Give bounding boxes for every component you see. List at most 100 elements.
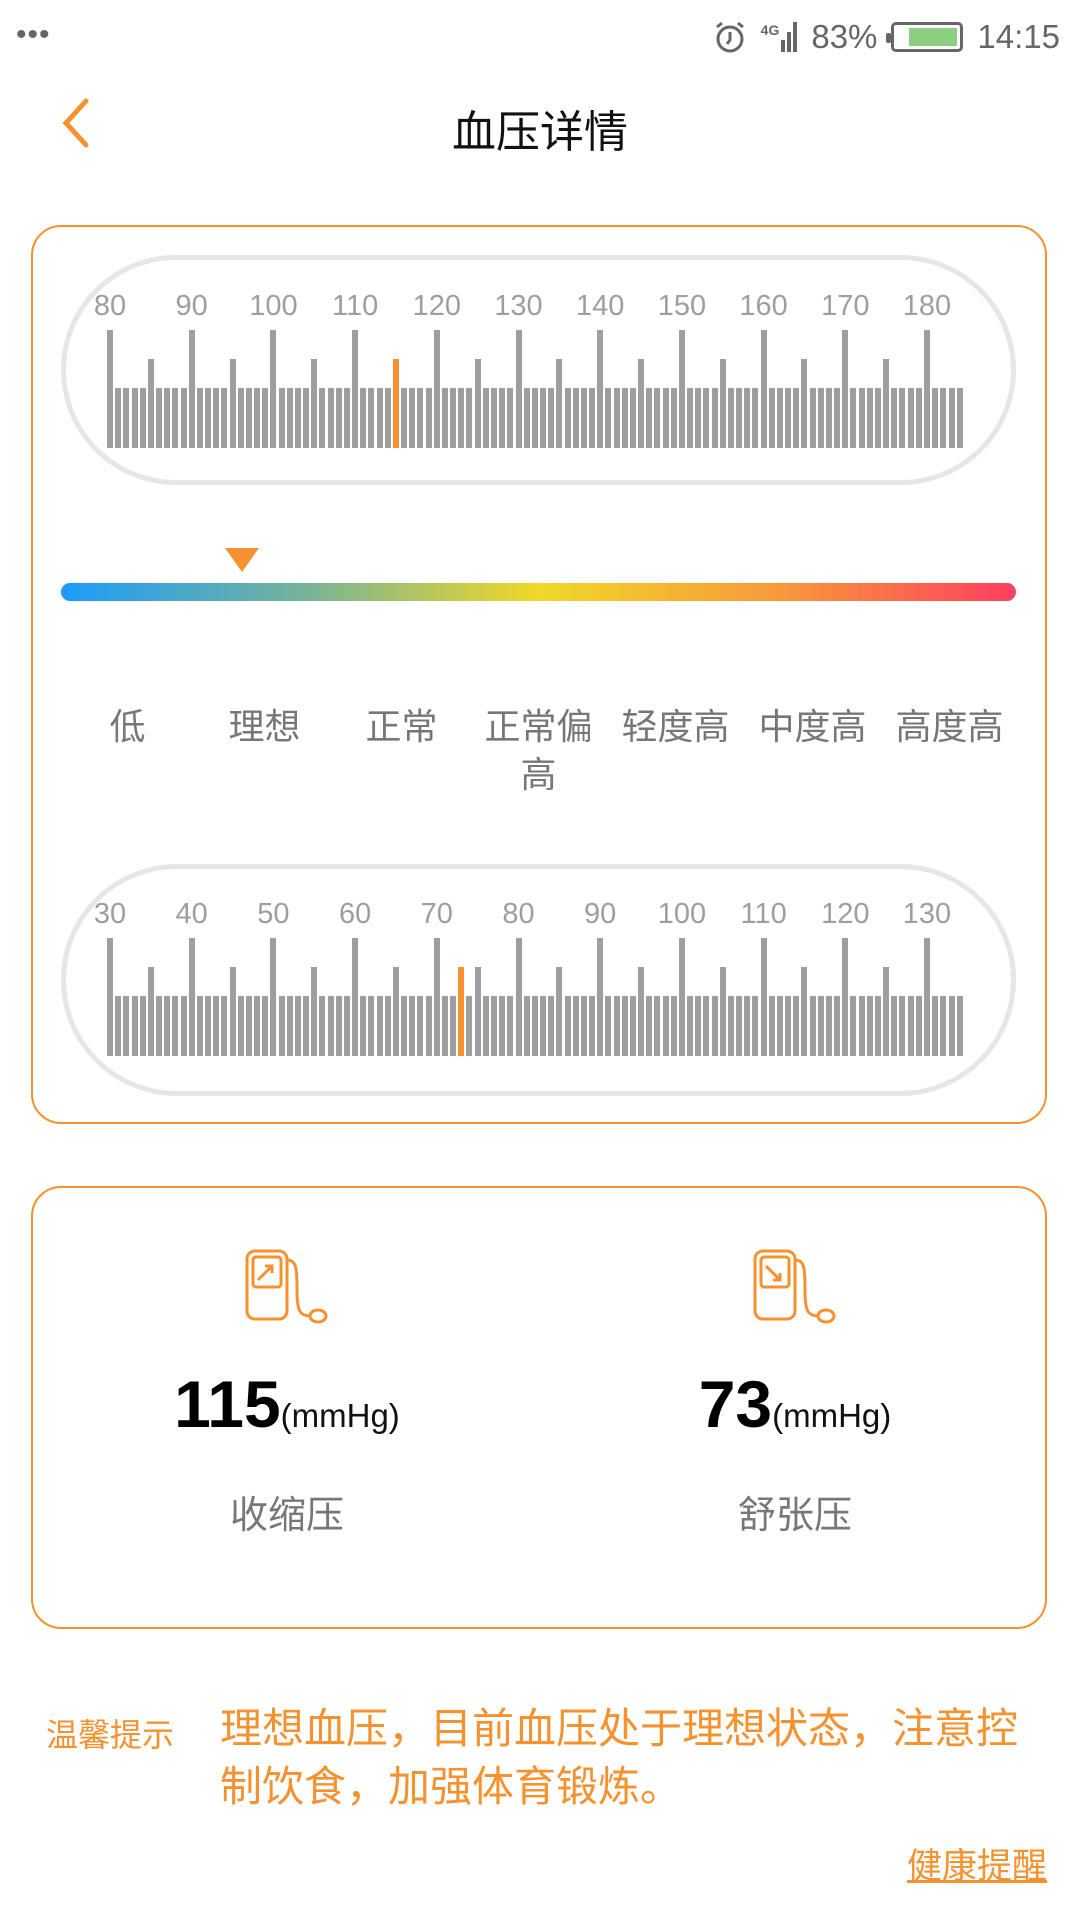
systolic-tick-label: 160 <box>739 290 788 322</box>
systolic-tick-label: 110 <box>331 290 379 322</box>
systolic-tick <box>940 388 947 448</box>
diastolic-tick-label: 30 <box>93 898 127 930</box>
diastolic-tick <box>205 996 212 1056</box>
systolic-tick <box>670 388 677 448</box>
systolic-tick <box>760 330 767 448</box>
systolic-tick <box>719 359 726 448</box>
systolic-tick <box>540 388 546 448</box>
diastolic-tick <box>793 996 800 1056</box>
diastolic-tick <box>744 996 751 1056</box>
diastolic-tick <box>956 996 963 1056</box>
systolic-tick <box>425 388 432 448</box>
systolic-reading: 115(mmHg) 收缩压 <box>33 1248 541 1539</box>
chevron-left-icon[interactable] <box>58 98 98 148</box>
diastolic-tick <box>540 996 546 1056</box>
diastolic-tick <box>450 996 457 1056</box>
systolic-tick <box>213 388 220 448</box>
tip-message: 理想血压，目前血压处于理想状态，注意控制饮食，加强体育锻炼。 <box>220 1704 1019 1811</box>
systolic-tick <box>924 330 930 448</box>
diastolic-tick-label: 80 <box>502 898 535 930</box>
systolic-tick <box>597 330 604 448</box>
diastolic-tick <box>343 996 350 1056</box>
tip-label: 温馨提示 <box>46 1716 175 1754</box>
diastolic-tick <box>409 996 416 1056</box>
systolic-tick <box>466 388 473 448</box>
level-label: 轻度高 <box>621 707 730 748</box>
systolic-tick <box>433 330 440 448</box>
systolic-tick <box>237 388 244 448</box>
diastolic-tick <box>392 967 399 1056</box>
bp-monitor-up-icon <box>245 1249 328 1324</box>
systolic-tick <box>711 388 718 448</box>
diastolic-tick <box>147 967 154 1056</box>
systolic-tick <box>507 388 514 448</box>
systolic-tick-label: 120 <box>412 290 461 322</box>
status-bar: ••• 4G 83% 14:15 <box>0 0 1080 75</box>
systolic-tick <box>164 388 171 448</box>
diastolic-tick-label: 100 <box>657 898 707 930</box>
level-label: 高度高 <box>895 707 1004 748</box>
diastolic-tick <box>866 996 873 1056</box>
systolic-tick <box>270 330 277 448</box>
systolic-current-tick <box>392 359 399 448</box>
systolic-tick <box>899 388 906 448</box>
systolic-tick <box>254 388 261 448</box>
battery-icon <box>886 22 964 52</box>
systolic-tick <box>474 359 481 448</box>
systolic-tick <box>376 388 383 448</box>
page-title: 血压详情 <box>452 107 628 158</box>
systolic-tick <box>401 388 408 448</box>
level-label: 低 <box>109 707 146 748</box>
diastolic-tick <box>760 938 767 1056</box>
diastolic-current-tick <box>458 967 465 1056</box>
diastolic-tick <box>286 996 293 1056</box>
diastolic-tick <box>809 996 816 1056</box>
diastolic-tick-label: 50 <box>257 898 290 930</box>
diastolic-tick <box>768 996 775 1056</box>
diastolic-tick <box>188 938 195 1056</box>
diastolic-tick <box>711 996 718 1056</box>
readings-card: 115(mmHg) 收缩压 73(mmHg) 舒张压 <box>31 1186 1047 1629</box>
diastolic-tick <box>115 996 122 1056</box>
systolic-tick-label: 140 <box>575 290 625 322</box>
diastolic-tick <box>662 996 669 1056</box>
systolic-tick-label: 80 <box>93 290 127 322</box>
diastolic-tick <box>531 996 538 1056</box>
diastolic-tick <box>335 996 342 1056</box>
systolic-tick <box>727 388 734 448</box>
systolic-tick <box>907 388 914 448</box>
systolic-tick-label: 150 <box>657 290 707 322</box>
systolic-unit: (mmHg) <box>280 1397 400 1434</box>
systolic-tick <box>883 359 890 448</box>
diastolic-tick <box>523 996 530 1056</box>
diastolic-tick <box>417 996 424 1056</box>
gauge-card <box>31 225 1047 1124</box>
systolic-tick <box>793 388 800 448</box>
diastolic-tick <box>360 996 367 1056</box>
diastolic-tick <box>164 996 171 1056</box>
diastolic-tick <box>727 996 734 1056</box>
systolic-tick <box>409 388 416 448</box>
systolic-tick <box>891 388 898 448</box>
diastolic-tick-label: 60 <box>338 898 372 930</box>
systolic-tick <box>866 388 873 448</box>
diastolic-tick <box>924 938 930 1056</box>
systolic-tick <box>678 330 685 448</box>
level-labels: 低 理想 正常 正常偏高 轻度高 中度高 高度高 <box>59 704 1018 800</box>
systolic-tick <box>115 388 122 448</box>
diastolic-tick <box>948 996 955 1056</box>
diastolic-label: 舒张压 <box>737 1493 852 1537</box>
diastolic-tick <box>695 996 702 1056</box>
diastolic-tick-label: 90 <box>584 898 617 930</box>
systolic-value: 115 <box>174 1367 281 1441</box>
level-label: 理想 <box>228 707 301 748</box>
systolic-tick <box>948 388 955 448</box>
health-reminder-link[interactable]: 健康提醒 <box>906 1847 1047 1887</box>
diastolic-tick <box>580 996 587 1056</box>
diastolic-tick <box>466 996 473 1056</box>
systolic-tick-label: 130 <box>494 290 543 322</box>
systolic-tick <box>874 388 881 448</box>
systolic-tick <box>303 388 310 448</box>
diastolic-tick <box>915 996 922 1056</box>
systolic-tick <box>278 388 285 448</box>
